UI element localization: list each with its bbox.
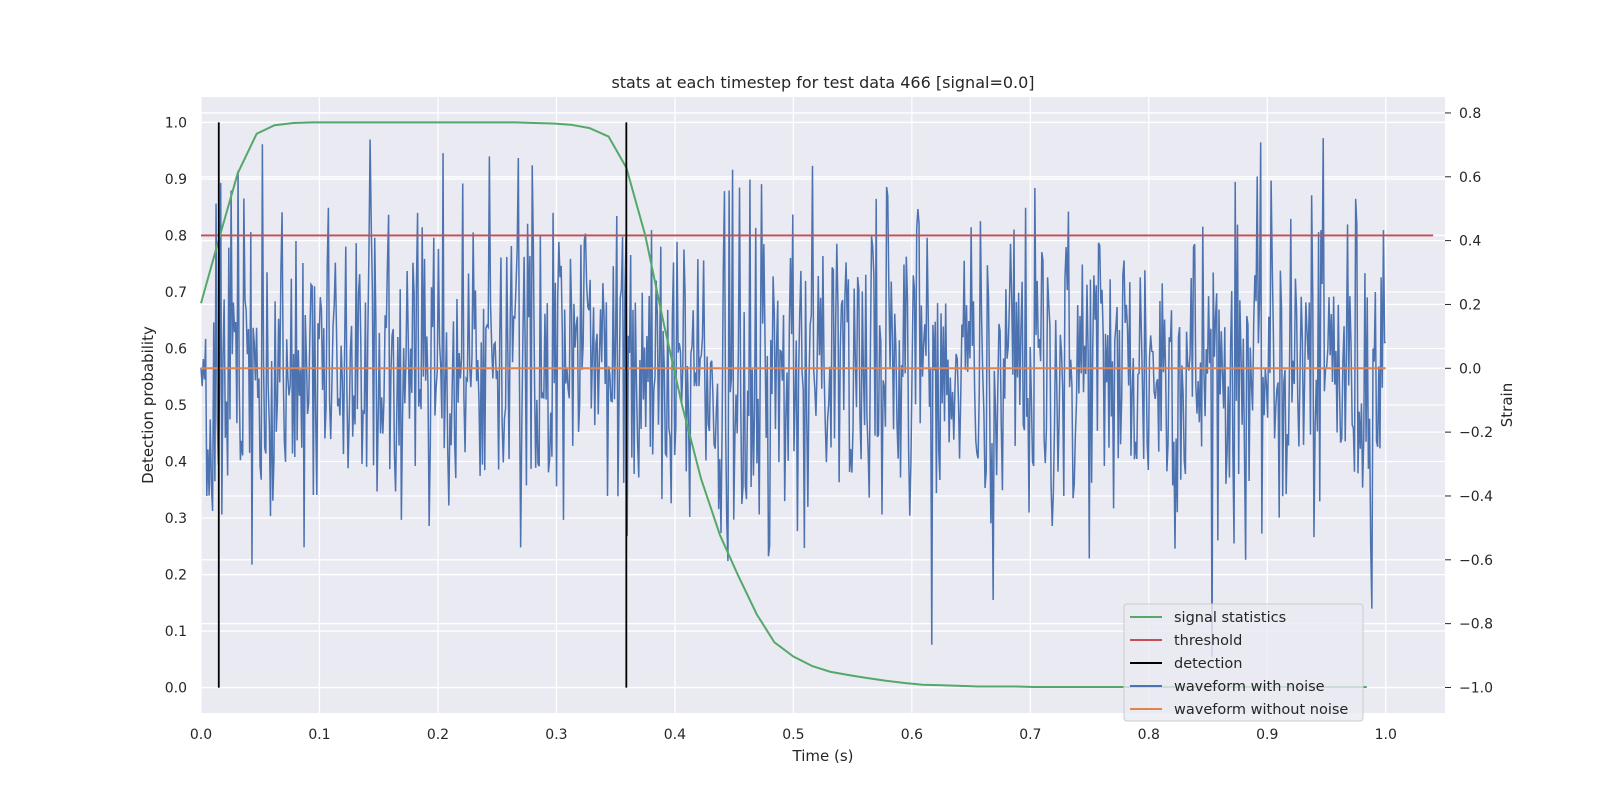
legend-label: detection <box>1174 656 1242 672</box>
x-axis-ticks: 0.0 0.1 0.2 0.3 0.4 0.5 0.6 0.7 0.8 0.9 1.0 <box>190 727 1397 743</box>
legend-label: waveform without noise <box>1174 702 1348 718</box>
right-y-tick-label: 0.0 <box>1459 361 1481 377</box>
left-y-tick-label: 0.4 <box>165 455 187 471</box>
x-tick-label: 0.0 <box>190 727 212 743</box>
right-y-tick-label: −0.8 <box>1459 617 1493 633</box>
right-y-tick-label: −1.0 <box>1459 680 1493 696</box>
right-y-axis-ticks: −1.0 −0.8 −0.6 −0.4 −0.2 0.0 0.2 0.4 0.6 0.8 <box>1445 106 1493 696</box>
chart-title: stats at each timestep for test data 466… <box>611 73 1034 92</box>
left-y-tick-label: 0.0 <box>165 681 187 697</box>
x-tick-label: 0.1 <box>308 727 330 743</box>
right-y-tick-label: −0.4 <box>1459 489 1493 505</box>
left-y-tick-label: 0.7 <box>165 285 187 301</box>
left-y-tick-label: 0.9 <box>165 172 187 188</box>
legend-box <box>1123 603 1364 722</box>
x-axis-label: Time (s) <box>792 747 854 765</box>
x-tick-label: 0.8 <box>1138 727 1160 743</box>
left-y-tick-label: 1.0 <box>165 115 187 131</box>
right-y-tick-label: 0.6 <box>1459 170 1481 186</box>
left-y-tick-label: 0.6 <box>165 341 187 357</box>
left-y-tick-label: 0.1 <box>165 624 187 640</box>
right-y-tick-label: 0.8 <box>1459 106 1481 122</box>
left-y-tick-label: 0.3 <box>165 511 187 527</box>
left-y-tick-label: 0.2 <box>165 568 187 584</box>
left-y-axis-label: Detection probability <box>139 326 157 484</box>
right-y-tick-label: 0.4 <box>1459 234 1481 250</box>
left-y-axis-ticks: 0.0 0.1 0.2 0.3 0.4 0.5 0.6 0.7 0.8 0.9 1.0 <box>165 115 187 696</box>
x-tick-label: 0.2 <box>427 727 449 743</box>
x-tick-label: 0.7 <box>1019 727 1041 743</box>
legend-label: signal statistics <box>1174 610 1286 626</box>
legend-label: waveform with noise <box>1174 679 1325 695</box>
left-y-tick-label: 0.8 <box>165 228 187 244</box>
x-tick-label: 0.6 <box>901 727 923 743</box>
right-y-axis-label: Strain <box>1498 383 1516 427</box>
right-y-tick-label: −0.2 <box>1459 425 1493 441</box>
x-tick-label: 1.0 <box>1375 727 1397 743</box>
legend: signal statistics threshold detection wavef… <box>1123 603 1364 722</box>
x-tick-label: 0.9 <box>1256 727 1278 743</box>
legend-label: threshold <box>1174 633 1242 649</box>
x-tick-label: 0.3 <box>545 727 567 743</box>
x-tick-label: 0.4 <box>664 727 686 743</box>
right-y-tick-label: 0.2 <box>1459 297 1481 313</box>
left-y-tick-label: 0.5 <box>165 398 187 414</box>
x-tick-label: 0.5 <box>782 727 804 743</box>
right-y-tick-label: −0.6 <box>1459 553 1493 569</box>
